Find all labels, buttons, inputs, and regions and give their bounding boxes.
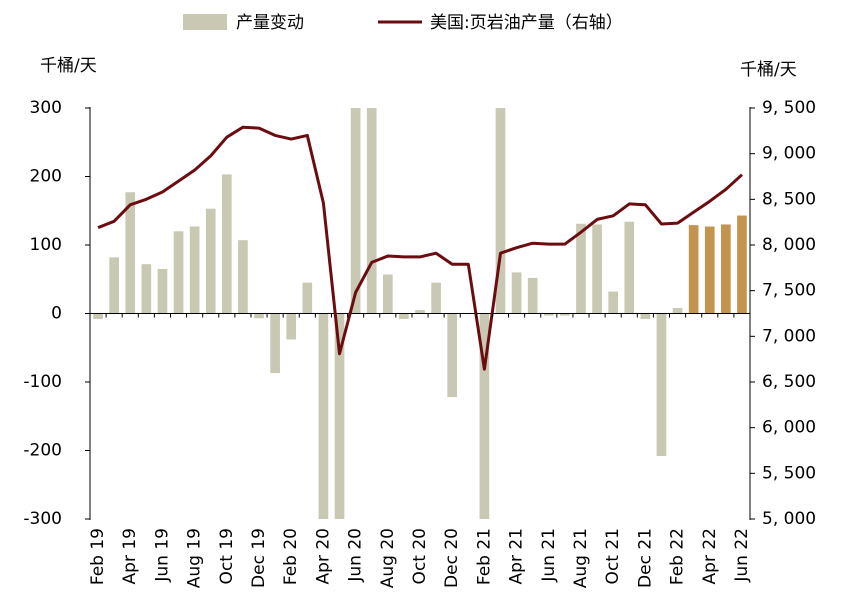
legend-label: 产量变动 bbox=[236, 13, 304, 33]
x-tick-label: Feb 19 bbox=[88, 528, 108, 585]
y2-tick-label: 7, 500 bbox=[762, 281, 816, 301]
bar bbox=[141, 264, 152, 314]
bar bbox=[334, 313, 345, 519]
bar bbox=[511, 272, 522, 314]
y2-tick-label: 9, 500 bbox=[762, 98, 816, 118]
x-tick-label: Apr 22 bbox=[700, 528, 720, 584]
x-tick-label: Jun 21 bbox=[539, 528, 559, 583]
legend-label: 美国:页岩油产量（右轴） bbox=[430, 13, 623, 33]
y-tick-label: -200 bbox=[23, 441, 62, 461]
bar bbox=[109, 257, 119, 314]
bar bbox=[608, 291, 618, 314]
bar bbox=[270, 313, 280, 374]
y2-axis-label: 千桶/天 bbox=[740, 60, 797, 80]
x-tick-label: Dec 21 bbox=[635, 528, 655, 588]
y-axis-label: 千桶/天 bbox=[40, 56, 97, 76]
bar bbox=[737, 215, 747, 314]
y2-tick-label: 6, 500 bbox=[762, 372, 816, 392]
y2-tick-label: 7, 000 bbox=[762, 326, 816, 346]
bar bbox=[157, 268, 168, 314]
y2-tick-label: 8, 000 bbox=[762, 235, 816, 255]
x-tick-label: Apr 19 bbox=[120, 528, 140, 584]
x-tick-label: Aug 21 bbox=[571, 528, 591, 588]
y-tick-label: 100 bbox=[30, 235, 62, 255]
bar bbox=[688, 225, 699, 314]
y2-tick-label: 8, 500 bbox=[762, 189, 816, 209]
x-tick-label: Dec 20 bbox=[442, 528, 462, 588]
x-tick-label: Apr 20 bbox=[313, 528, 333, 584]
bar bbox=[721, 224, 731, 314]
bar bbox=[527, 277, 538, 314]
bar bbox=[254, 313, 264, 319]
y2-tick-label: 9, 000 bbox=[762, 144, 816, 164]
bar bbox=[173, 231, 184, 314]
bar bbox=[125, 192, 136, 314]
bar bbox=[592, 224, 602, 314]
y-tick-label: -300 bbox=[23, 509, 62, 529]
bar bbox=[672, 308, 683, 314]
x-tick-label: Jun 22 bbox=[732, 528, 752, 583]
bar bbox=[415, 310, 425, 314]
x-tick-label: Aug 19 bbox=[185, 528, 205, 588]
bar bbox=[222, 174, 232, 314]
bar bbox=[286, 313, 297, 340]
bar bbox=[399, 313, 409, 319]
bar bbox=[366, 108, 377, 314]
x-tick-label: Apr 21 bbox=[507, 528, 527, 584]
x-tick-label: Jun 19 bbox=[152, 528, 172, 583]
bar bbox=[576, 223, 586, 314]
y2-tick-label: 5, 500 bbox=[762, 463, 816, 483]
x-tick-label: Jun 20 bbox=[346, 528, 366, 583]
x-tick-label: Oct 19 bbox=[217, 528, 237, 584]
bar bbox=[640, 313, 651, 319]
bar bbox=[382, 274, 393, 314]
y-tick-label: 200 bbox=[30, 167, 62, 187]
bar bbox=[560, 313, 570, 316]
x-tick-label: Oct 21 bbox=[603, 528, 623, 584]
y-tick-label: 0 bbox=[51, 304, 62, 324]
y-tick-label: 300 bbox=[30, 98, 62, 118]
bar bbox=[495, 108, 506, 314]
bar bbox=[318, 313, 329, 519]
bar bbox=[205, 208, 216, 314]
plot-area bbox=[93, 108, 747, 519]
x-tick-label: Feb 20 bbox=[281, 528, 301, 585]
bar bbox=[447, 313, 458, 398]
x-tick-label: Aug 20 bbox=[378, 528, 398, 588]
bar bbox=[189, 226, 200, 314]
bar bbox=[479, 313, 490, 519]
bar bbox=[624, 221, 635, 314]
x-tick-label: Oct 20 bbox=[410, 528, 430, 584]
bar bbox=[302, 282, 313, 314]
bar bbox=[238, 240, 248, 314]
x-tick-label: Dec 19 bbox=[249, 528, 269, 588]
bar bbox=[93, 313, 103, 319]
bar bbox=[431, 282, 441, 314]
y2-tick-label: 6, 000 bbox=[762, 418, 816, 438]
legend-swatch-bar bbox=[183, 14, 227, 30]
bar bbox=[704, 226, 715, 314]
bar bbox=[543, 313, 554, 316]
y-tick-label: -100 bbox=[23, 372, 62, 392]
bar bbox=[656, 313, 667, 456]
x-tick-label: Feb 21 bbox=[474, 528, 494, 585]
bar bbox=[350, 108, 361, 314]
x-tick-label: Feb 22 bbox=[668, 528, 688, 585]
line-series bbox=[97, 125, 744, 371]
y2-tick-label: 5, 000 bbox=[762, 509, 816, 529]
